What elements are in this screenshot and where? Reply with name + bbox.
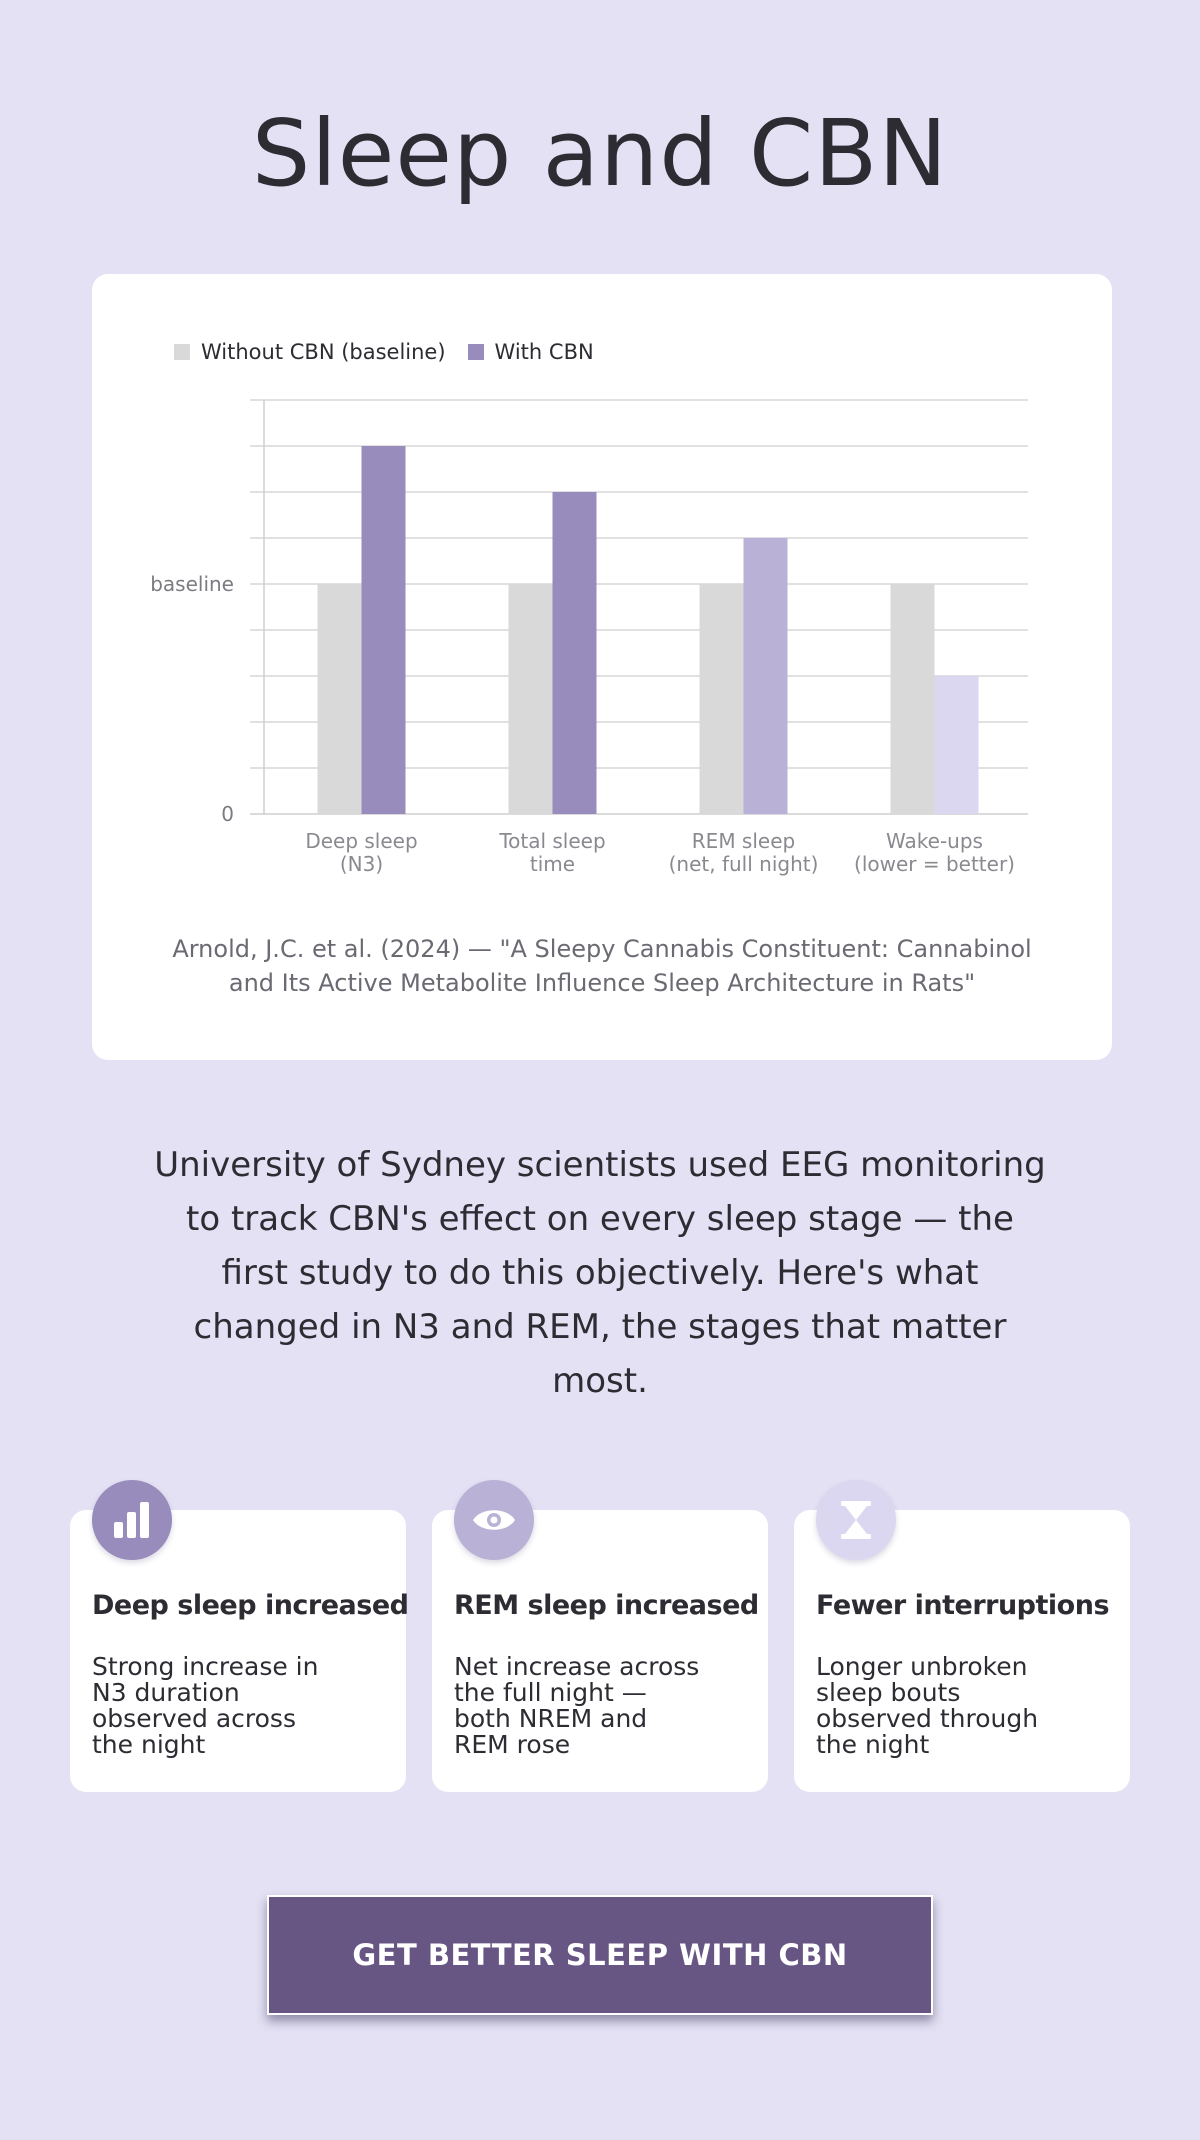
x-tick-label-0-0: Deep sleep: [305, 829, 417, 853]
bar-chart-icon: [92, 1480, 172, 1560]
legend-swatch-cbn: [467, 344, 484, 360]
stat-title: Deep sleep increased: [92, 1590, 409, 1621]
chart-card: 0 baseline Deep sleep (N3) Total sleep time RE…: [92, 274, 1112, 1060]
legend-item-cbn: With CBN: [467, 340, 594, 364]
legend-label-cbn: With CBN: [494, 340, 594, 364]
chart-legend: Without CBN (baseline) With CBN: [174, 340, 616, 364]
bar-baseline-3: [890, 584, 935, 814]
x-tick-label-2-1: (net, full night): [669, 852, 819, 876]
x-tick-label-1-0: Total sleep: [498, 829, 605, 853]
legend-swatch-baseline: [174, 344, 190, 360]
stat-body: Strong increase in N3 duration observed …: [92, 1652, 319, 1759]
page-title: Sleep and CBN: [251, 100, 949, 207]
eye-icon: [454, 1480, 534, 1560]
x-tick-label-2-0: REM sleep: [692, 829, 795, 853]
bar-cbn-1: [552, 492, 597, 814]
bar-cbn-2: [743, 538, 788, 814]
stat-title: REM sleep increased: [454, 1590, 759, 1621]
stat-body: Net increase across the full night — bot…: [454, 1652, 700, 1759]
stat-card-deep-sleep: Deep sleep increased Strong increase in …: [70, 1480, 409, 1792]
stat-title: Fewer interruptions: [816, 1590, 1110, 1621]
get-better-sleep-button[interactable]: GET BETTER SLEEP WITH CBN: [267, 1895, 933, 2015]
bar-baseline-2: [699, 584, 744, 814]
bar-cbn-3: [934, 676, 979, 814]
stat-card-rem-sleep: REM sleep increased Net increase across …: [432, 1480, 768, 1792]
x-tick-label-0-1: (N3): [340, 852, 383, 876]
hourglass-icon: [816, 1480, 896, 1560]
chart-citation: Arnold, J.C. et al. (2024) — "A Sleepy C…: [172, 935, 1032, 997]
stat-card-interruptions: Fewer interruptions Longer unbroken slee…: [794, 1480, 1130, 1792]
bar-baseline-1: [508, 584, 553, 814]
y-tick-label-0: 0: [221, 802, 234, 826]
x-tick-label-3-1: (lower = better): [854, 852, 1015, 876]
bar-baseline-0: [317, 584, 362, 814]
x-tick-label-3-0: Wake-ups: [886, 829, 983, 853]
bar-cbn-0: [361, 446, 406, 814]
legend-label-baseline: Without CBN (baseline): [201, 340, 446, 364]
stat-body: Longer unbroken sleep bouts observed thr…: [816, 1652, 1039, 1759]
y-tick-label-1: baseline: [150, 572, 234, 596]
x-tick-label-1-1: time: [530, 852, 575, 876]
summary-text: University of Sydney scientists used EEG…: [154, 1145, 1046, 1401]
legend-item-baseline: Without CBN (baseline): [174, 340, 446, 364]
